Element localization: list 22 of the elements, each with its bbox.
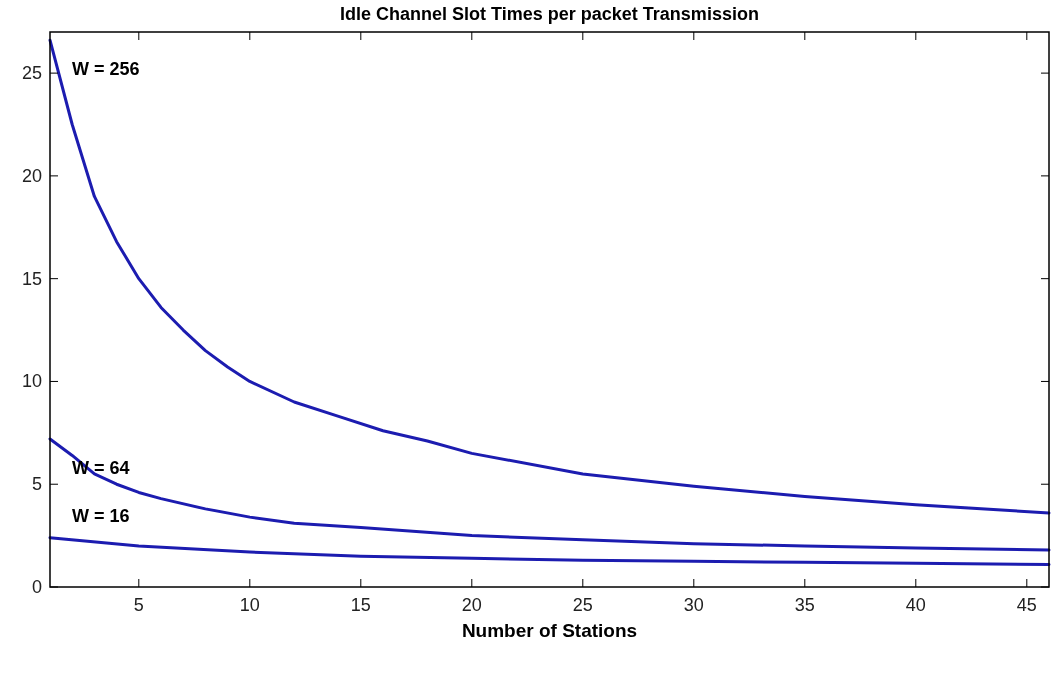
line-series bbox=[48, 536, 1051, 566]
y-tick-label: 5 bbox=[31, 474, 42, 495]
x-tick-label: 25 bbox=[572, 595, 593, 615]
x-tick-label: 15 bbox=[350, 595, 371, 615]
y-tick-label: 10 bbox=[21, 371, 42, 392]
x-tick-label: 45 bbox=[1016, 595, 1037, 615]
x-tick-label: 10 bbox=[239, 595, 260, 615]
x-tick-label: 30 bbox=[683, 595, 704, 615]
chart-title: Idle Channel Slot Times per packet Transmission bbox=[340, 4, 759, 24]
series-label: W = 16 bbox=[72, 506, 130, 527]
y-tick-label: 15 bbox=[21, 268, 42, 289]
x-tick-label: 35 bbox=[794, 595, 815, 615]
x-tick-label: 5 bbox=[133, 595, 144, 615]
x-axis-title: Number of Stations bbox=[461, 620, 638, 641]
y-tick-label: 25 bbox=[21, 63, 42, 84]
series-label: W = 256 bbox=[72, 58, 140, 79]
x-tick-label: 40 bbox=[905, 595, 926, 615]
line-series bbox=[48, 437, 1051, 552]
y-tick-label: 20 bbox=[21, 165, 42, 186]
x-tick-label: 20 bbox=[461, 595, 482, 615]
y-tick-label: 0 bbox=[31, 577, 42, 597]
series-label: W = 64 bbox=[72, 457, 130, 478]
